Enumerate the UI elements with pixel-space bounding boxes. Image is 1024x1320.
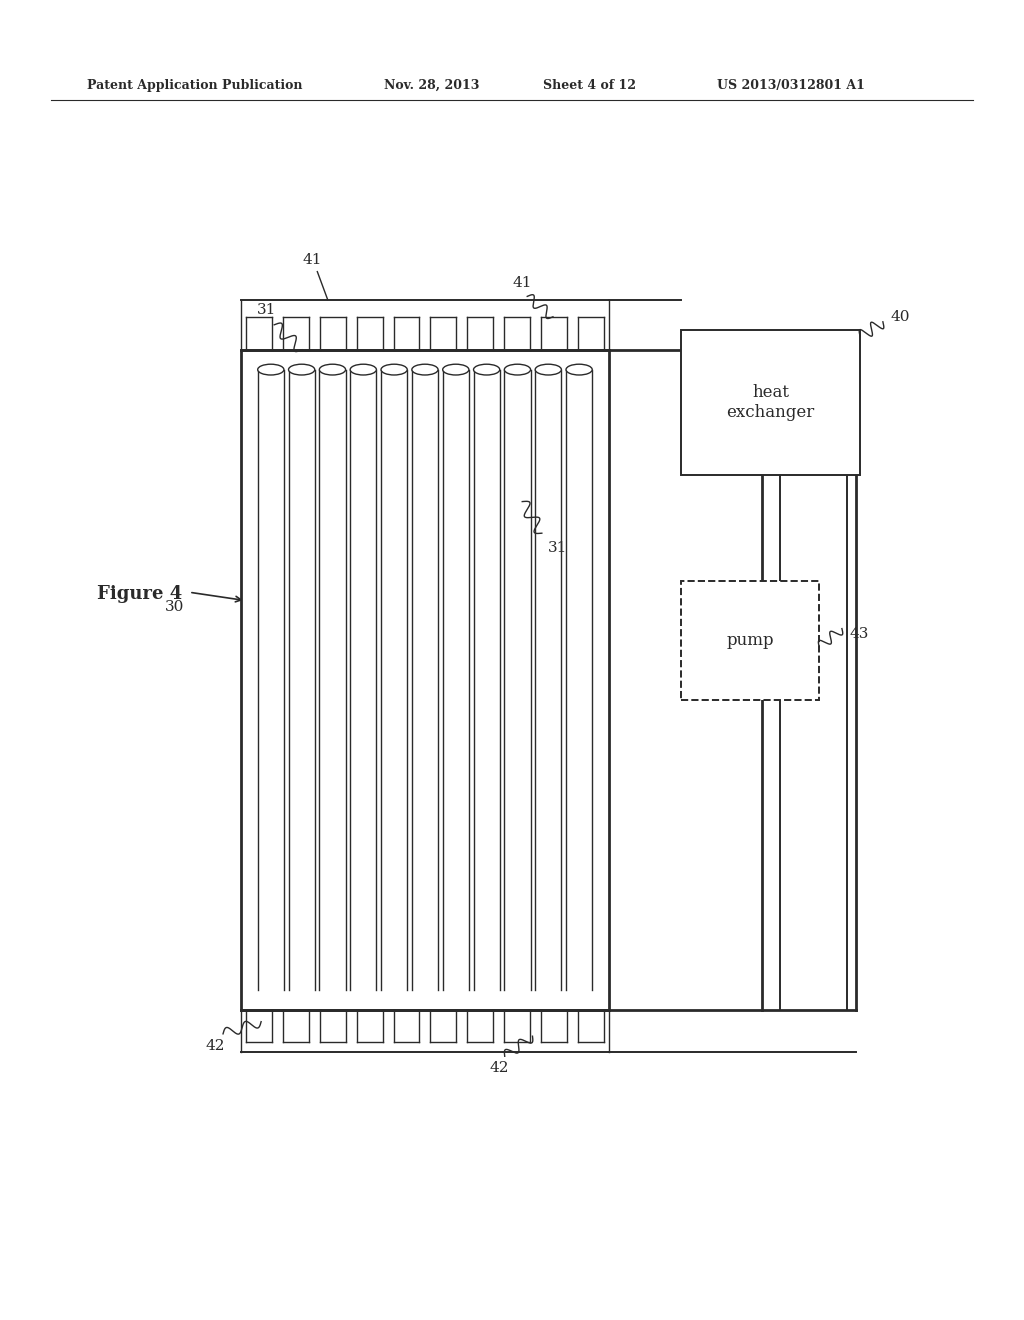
Text: 41: 41 [512,276,532,290]
Text: US 2013/0312801 A1: US 2013/0312801 A1 [717,79,864,92]
Ellipse shape [505,364,530,375]
Ellipse shape [536,364,561,375]
Text: heat
exchanger: heat exchanger [726,384,815,421]
Ellipse shape [381,364,408,375]
Bar [681,330,860,475]
Text: 42: 42 [489,1061,510,1076]
Text: 31: 31 [257,302,275,317]
Text: Figure 4: Figure 4 [97,585,182,603]
Ellipse shape [258,364,284,375]
Bar [681,581,819,700]
Text: 30: 30 [165,601,183,614]
Text: Patent Application Publication: Patent Application Publication [87,79,302,92]
Text: Nov. 28, 2013: Nov. 28, 2013 [384,79,479,92]
Text: 41: 41 [302,252,323,267]
Ellipse shape [289,364,314,375]
Text: 42: 42 [205,1039,225,1053]
Ellipse shape [350,364,377,375]
Text: 40: 40 [891,310,910,323]
Text: 31: 31 [548,541,567,556]
Ellipse shape [442,364,469,375]
Ellipse shape [566,364,592,375]
Text: pump: pump [726,632,774,648]
Bar [241,350,609,1010]
Text: 43: 43 [850,627,869,640]
Text: Sheet 4 of 12: Sheet 4 of 12 [543,79,636,92]
Ellipse shape [473,364,500,375]
Ellipse shape [412,364,438,375]
Ellipse shape [319,364,345,375]
